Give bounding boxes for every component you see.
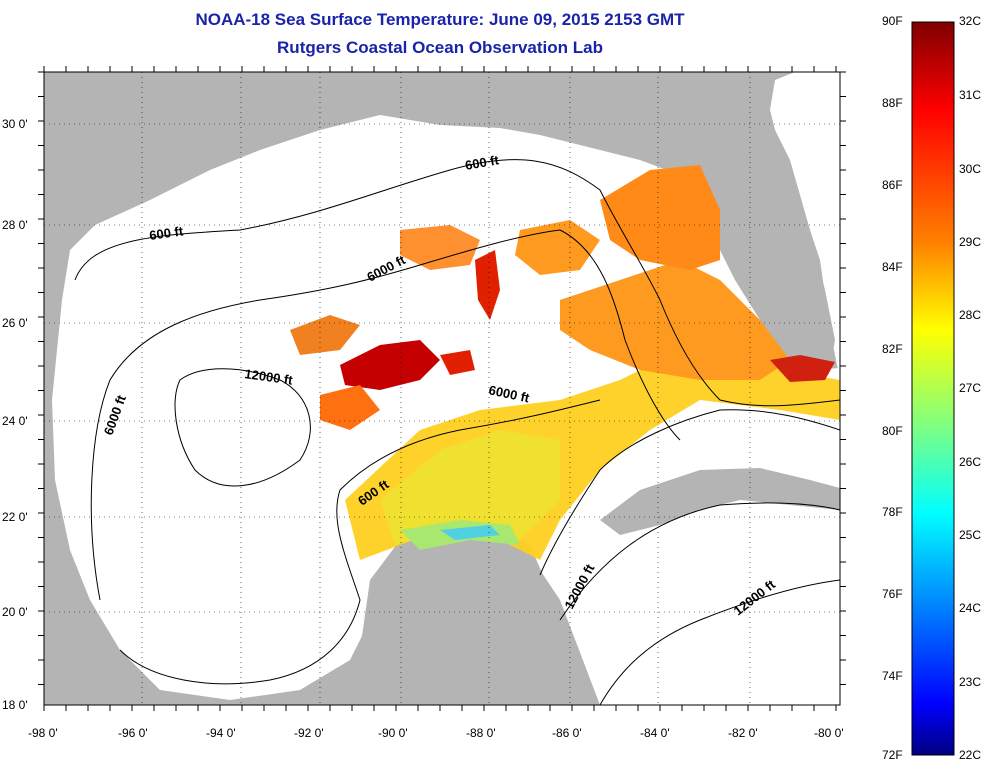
colorbar-f-label: 76F: [882, 587, 903, 601]
axis-ticks: [38, 66, 846, 711]
colorbar-c-label: 25C: [959, 528, 982, 542]
colorbar-c-label: 32C: [959, 14, 982, 28]
lat-label: 24 0': [2, 414, 28, 428]
map-subtitle: Rutgers Coastal Ocean Observation Lab: [277, 38, 603, 57]
colorbar-f-label: 90F: [882, 14, 903, 28]
lat-label: 22 0': [2, 510, 28, 524]
lat-label: 30 0': [2, 117, 28, 131]
colorbar-c-label: 22C: [959, 748, 982, 762]
colorbar-c-label: 27C: [959, 381, 982, 395]
graticule: [44, 72, 840, 705]
colorbar-c-label: 26C: [959, 455, 982, 469]
map-title: NOAA-18 Sea Surface Temperature: June 09…: [195, 10, 685, 29]
colorbar-c-label: 30C: [959, 162, 982, 176]
lat-label: 28 0': [2, 218, 28, 232]
lon-label: -80 0': [814, 726, 844, 740]
lat-labels: 30 0' 28 0' 26 0' 24 0' 22 0' 20 0' 18 0…: [2, 117, 28, 712]
colorbar-c-label: 24C: [959, 601, 982, 615]
colorbar-c-label: 23C: [959, 675, 982, 689]
cuba-land: [600, 468, 840, 535]
colorbar-f-label: 72F: [882, 748, 903, 762]
depth-label: 600 ft: [464, 152, 501, 173]
depth-label: 600 ft: [148, 223, 184, 243]
atlantic-water: [770, 72, 840, 380]
lat-label: 26 0': [2, 316, 28, 330]
colorbar-f-label: 78F: [882, 505, 903, 519]
colorbar-f-label: 74F: [882, 669, 903, 683]
florida-land: [700, 120, 835, 375]
lon-label: -88 0': [466, 726, 496, 740]
sst-data: [290, 165, 840, 560]
colorbar: [911, 21, 955, 756]
lon-labels: -98 0' -96 0' -94 0' -92 0' -90 0' -88 0…: [28, 726, 844, 740]
lat-label: 20 0': [2, 605, 28, 619]
gulf-water: [52, 115, 840, 705]
lon-label: -82 0': [728, 726, 758, 740]
colorbar-f-label: 80F: [882, 424, 903, 438]
lon-label: -84 0': [640, 726, 670, 740]
colorbar-c-label: 28C: [959, 308, 982, 322]
lon-label: -92 0': [294, 726, 324, 740]
colorbar-c-label: 31C: [959, 88, 982, 102]
lon-label: -96 0': [118, 726, 148, 740]
lon-label: -98 0': [28, 726, 58, 740]
lon-label: -94 0': [206, 726, 236, 740]
colorbar-f-label: 88F: [882, 96, 903, 110]
colorbar-f-label: 86F: [882, 178, 903, 192]
colorbar-f-label: 82F: [882, 342, 903, 356]
colorbar-c-label: 29C: [959, 235, 982, 249]
lat-label: 18 0': [2, 698, 28, 712]
colorbar-f-label: 84F: [882, 260, 903, 274]
lon-label: -90 0': [378, 726, 408, 740]
lon-label: -86 0': [552, 726, 582, 740]
yucatan-land: [340, 528, 600, 705]
depth-label: 12000 ft: [244, 366, 295, 388]
depth-contours: [74, 159, 840, 705]
map-frame: [43, 71, 841, 706]
